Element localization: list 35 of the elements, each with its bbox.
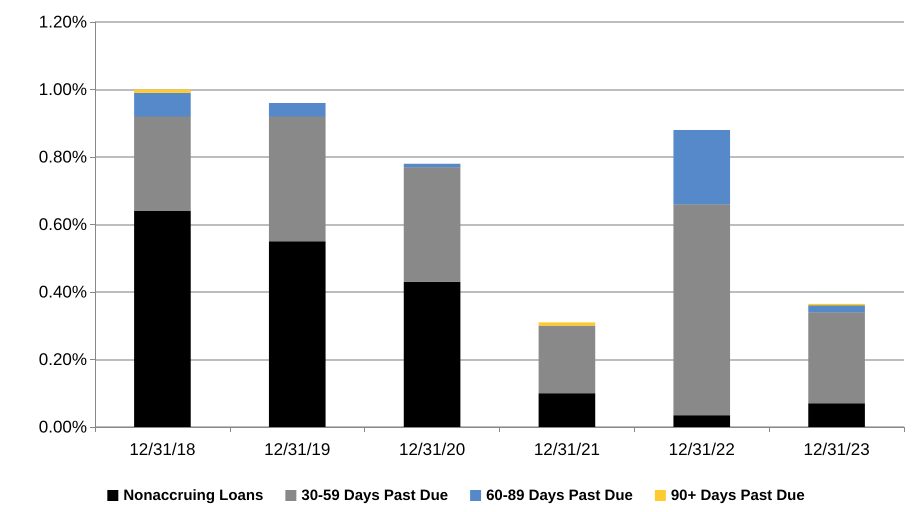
y-tick-label: 1.00% [38, 80, 87, 99]
bar [808, 312, 865, 404]
bar [268, 241, 326, 427]
bar [134, 92, 191, 116]
y-tick-label: 0.00% [38, 418, 87, 436]
bar [268, 103, 326, 116]
bar [404, 167, 460, 282]
y-tick-label: 1.20% [38, 12, 87, 32]
x-tick-label: 12/31/20 [398, 440, 466, 459]
bar [268, 116, 326, 242]
bar [404, 282, 460, 427]
x-tick-label: 12/31/22 [668, 440, 735, 459]
legend-label: 30-59 Days Past Due [301, 487, 448, 504]
bar [673, 130, 730, 204]
bar [808, 306, 865, 312]
y-tick-label: 0.20% [38, 350, 87, 369]
x-tick-label: 12/31/18 [129, 440, 196, 459]
bar [134, 90, 191, 93]
x-tick-label: 12/31/23 [803, 440, 870, 459]
y-tick-label: 0.40% [38, 282, 87, 302]
y-tick-label: 0.80% [38, 148, 87, 166]
x-tick-label: 12/31/19 [264, 440, 330, 459]
legend-label: 60-89 Days Past Due [486, 487, 633, 504]
bar [673, 204, 730, 416]
bar [134, 116, 191, 211]
bar [538, 322, 596, 326]
bar [808, 403, 865, 427]
bar [134, 211, 191, 427]
legend-label: Nonaccruing Loans [123, 487, 264, 504]
bar [673, 415, 730, 427]
x-tick-label: 12/31/21 [534, 440, 600, 459]
legend-label: 90+ Days Past Due [670, 487, 805, 504]
y-tick-label: 0.60% [38, 215, 87, 234]
bar [538, 393, 596, 427]
bar [538, 326, 596, 394]
